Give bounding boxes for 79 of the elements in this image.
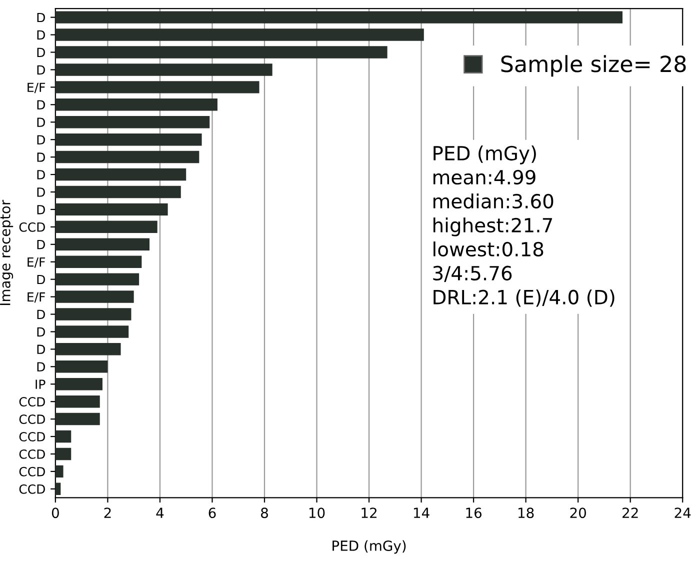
- bar: [55, 64, 272, 76]
- bar: [55, 11, 622, 24]
- x-tick-label: 6: [208, 508, 216, 518]
- bar: [55, 220, 158, 234]
- y-tick-label: D: [37, 48, 45, 57]
- bar: [55, 46, 388, 58]
- annotation: lowest:0.18: [434, 241, 544, 257]
- bar: [55, 81, 260, 94]
- y-tick-label: CCD: [19, 466, 45, 476]
- x-tick-label: 18: [518, 508, 534, 518]
- bar: [55, 326, 129, 338]
- annotation: DRL:2.1 (E)/4.0 (D): [434, 289, 614, 307]
- y-tick-label: D: [37, 12, 45, 22]
- x-tick-label: 4: [156, 508, 164, 518]
- bar: [55, 168, 186, 181]
- annotation: PED (mGy): [434, 146, 536, 164]
- x-tick-label: 10: [309, 508, 325, 518]
- x-tick-label: 8: [261, 508, 268, 518]
- y-tick-label: E/F: [28, 292, 45, 303]
- bar: [55, 482, 61, 496]
- y-tick-label: D: [37, 274, 45, 284]
- bar: [55, 343, 121, 356]
- bar: [55, 273, 140, 286]
- y-tick-label: D: [37, 362, 45, 372]
- x-tick-label: 16: [466, 508, 482, 518]
- bar: [55, 395, 100, 408]
- y-tick-label: E/F: [28, 257, 45, 268]
- y-tick-label: IP: [36, 380, 46, 389]
- bar: [55, 430, 72, 443]
- bar: [55, 203, 168, 216]
- y-tick-label: CCD: [19, 432, 45, 442]
- bar: [55, 412, 100, 426]
- y-axis-title: Image receptor: [0, 200, 14, 305]
- bar: [55, 360, 108, 373]
- x-tick-label: 14: [414, 508, 430, 518]
- y-tick-label: D: [37, 205, 45, 214]
- y-tick-label: D: [37, 30, 45, 40]
- bar: [55, 28, 424, 41]
- y-tick-label: D: [37, 118, 45, 127]
- y-tick-label: CCD: [19, 414, 45, 424]
- bar: [55, 186, 181, 198]
- x-tick-label: 20: [570, 508, 586, 518]
- y-tick-label: D: [37, 327, 45, 336]
- bar: [55, 256, 142, 268]
- y-tick-label: D: [37, 100, 45, 110]
- bar: [55, 133, 202, 146]
- y-tick-label: D: [37, 135, 45, 144]
- x-tick-label: 0: [52, 508, 59, 518]
- bar: [55, 465, 64, 478]
- bar: [55, 98, 218, 111]
- bar: [55, 378, 102, 390]
- y-tick-label: D: [37, 152, 45, 162]
- bar: [55, 150, 200, 164]
- x-tick-label: 12: [362, 508, 376, 518]
- x-axis-title: PED (mGy): [332, 540, 406, 554]
- bar: [55, 308, 132, 320]
- annotation: median:3.60: [434, 193, 554, 209]
- y-tick-label: CCD: [19, 449, 45, 459]
- y-tick-label: CCD: [19, 222, 45, 232]
- annotation: highest:21.7: [434, 217, 552, 236]
- y-tick-label: D: [37, 344, 45, 354]
- bar: [55, 116, 210, 128]
- y-tick-label: D: [37, 170, 45, 180]
- annotation: mean:4.99: [434, 170, 536, 185]
- annotation: 3/4:5.76: [433, 266, 512, 282]
- y-tick-label: D: [37, 65, 45, 74]
- y-tick-label: CCD: [19, 484, 45, 494]
- bar: [55, 290, 134, 303]
- y-tick-label: E/F: [28, 82, 45, 94]
- y-tick-label: D: [37, 188, 45, 197]
- y-tick-label: D: [37, 240, 45, 250]
- x-tick-label: 24: [674, 508, 691, 518]
- x-tick-label: 22: [622, 508, 638, 518]
- bar: [55, 238, 150, 250]
- y-tick-label: CCD: [19, 397, 45, 406]
- legend-label: Sample size= 28: [501, 55, 686, 77]
- x-tick-label: 2: [104, 508, 111, 518]
- y-tick-label: D: [37, 310, 45, 319]
- bar: [55, 448, 72, 460]
